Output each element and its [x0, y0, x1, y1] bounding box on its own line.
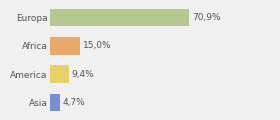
Bar	[50, 65, 69, 83]
Bar	[50, 9, 189, 26]
Text: 70,9%: 70,9%	[192, 13, 221, 22]
Text: 15,0%: 15,0%	[83, 41, 111, 50]
Bar	[50, 94, 60, 111]
Bar	[50, 37, 80, 55]
Text: 4,7%: 4,7%	[62, 98, 85, 107]
Text: 9,4%: 9,4%	[72, 70, 95, 79]
